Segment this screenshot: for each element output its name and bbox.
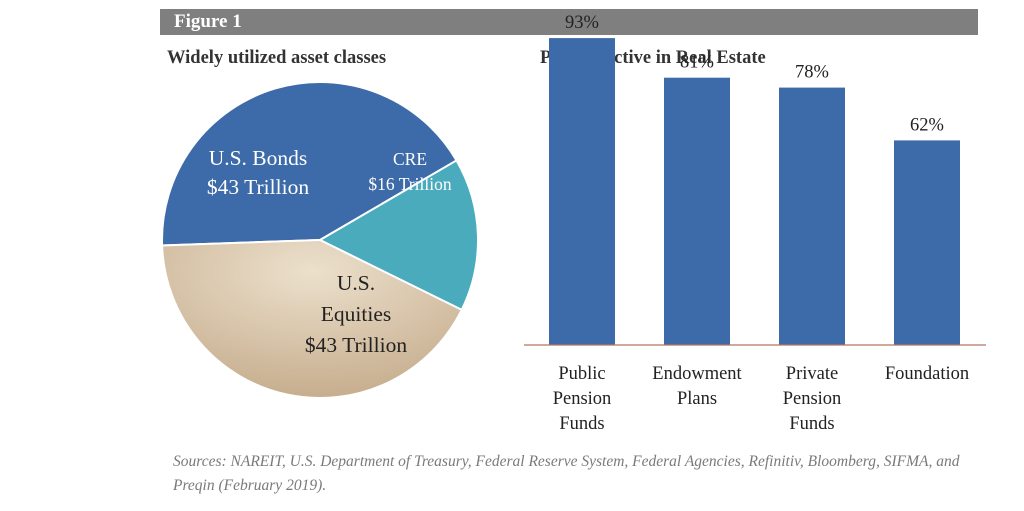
pie-slice <box>317 159 479 312</box>
bar <box>779 87 845 345</box>
bar-value-label: 62% <box>910 115 944 135</box>
pie-chart: U.S. Bonds $43 Trillion CRE $16 Trillion U.S… <box>161 81 479 399</box>
pie-slice-label: U.S. Bonds $43 Trillion <box>207 146 309 199</box>
pie-slice-label: CRE $16 Trillion <box>368 149 451 194</box>
pie-slice-label: U.S. Equities $43 Trillion <box>305 271 407 357</box>
bar-value-label: 78% <box>795 63 829 83</box>
pie-slice <box>161 81 458 247</box>
category-label: Endowment Plans <box>652 364 742 409</box>
bar-value-label: 81% <box>680 53 714 73</box>
figure-label: Figure 1 <box>174 11 242 32</box>
pie-chart-title: Widely utilized asset classes <box>167 48 387 68</box>
source-note: Sources: NAREIT, U.S. Department of Trea… <box>173 453 960 494</box>
figure-banner: Figure 1 <box>160 9 978 35</box>
bar <box>664 77 730 345</box>
bar <box>894 140 960 345</box>
bar-chart: 93% Public Pension Funds 81% Endowment Plans 78… <box>524 13 986 434</box>
bar-value-label: 93% <box>565 13 599 33</box>
bar <box>549 38 615 345</box>
category-label: Public Pension Funds <box>553 364 612 434</box>
category-label: Foundation <box>885 364 969 384</box>
category-label: Private Pension Funds <box>783 364 842 434</box>
pie-slice <box>161 238 464 399</box>
